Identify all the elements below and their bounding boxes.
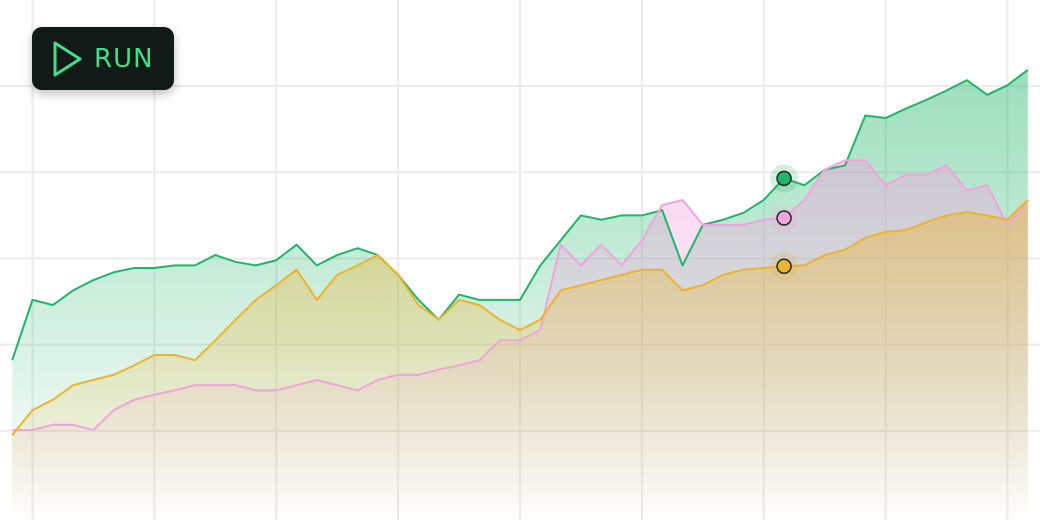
- cursor-dot: [776, 170, 792, 187]
- area: [12, 199, 1028, 520]
- line: [11, 199, 1029, 436]
- cursor-dot: [776, 258, 792, 275]
- play-icon: [53, 41, 82, 76]
- line: [12, 159, 1029, 431]
- cursor-dot: [776, 210, 792, 226]
- run-button[interactable]: RUN: [32, 27, 174, 90]
- run-label: RUN: [94, 43, 154, 74]
- line: [11, 69, 1029, 361]
